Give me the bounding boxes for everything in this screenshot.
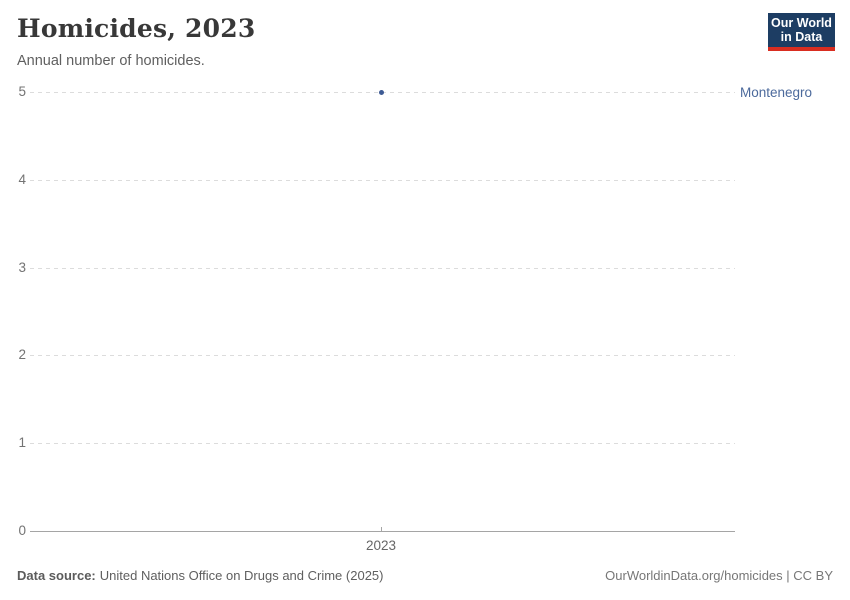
chart-subtitle: Annual number of homicides. — [17, 53, 205, 69]
y-tick-label-0: 0 — [18, 523, 26, 538]
x-axis-line — [30, 531, 735, 532]
owid-logo-line1: Our World — [771, 16, 832, 30]
chart-title: Homicides, 2023 — [17, 14, 256, 43]
data-source-value: United Nations Office on Drugs and Crime… — [99, 568, 384, 583]
gridline-1 — [30, 443, 735, 444]
data-point-montenegro-2023[interactable] — [379, 90, 384, 95]
data-source-label: Data source: — [17, 568, 96, 583]
data-source-note: Data source: United Nations Office on Dru… — [17, 568, 383, 583]
x-tick-label-2023: 2023 — [365, 538, 397, 553]
credit-link[interactable]: OurWorldinData.org/homicides | CC BY — [605, 568, 833, 583]
y-tick-label-3: 3 — [18, 260, 26, 275]
gridline-2 — [30, 355, 735, 356]
gridline-3 — [30, 268, 735, 269]
y-tick-label-4: 4 — [18, 172, 26, 187]
x-axis-tick — [381, 527, 382, 532]
y-tick-label-5: 5 — [18, 84, 26, 99]
owid-logo-line2: in Data — [780, 30, 823, 44]
gridline-4 — [30, 180, 735, 181]
entity-label-montenegro[interactable]: Montenegro — [740, 85, 813, 100]
owid-logo[interactable]: Our World in Data — [768, 13, 835, 51]
y-tick-label-1: 1 — [18, 435, 26, 450]
chart-footer: Data source: United Nations Office on Dru… — [17, 568, 833, 583]
y-tick-label-2: 2 — [18, 347, 26, 362]
